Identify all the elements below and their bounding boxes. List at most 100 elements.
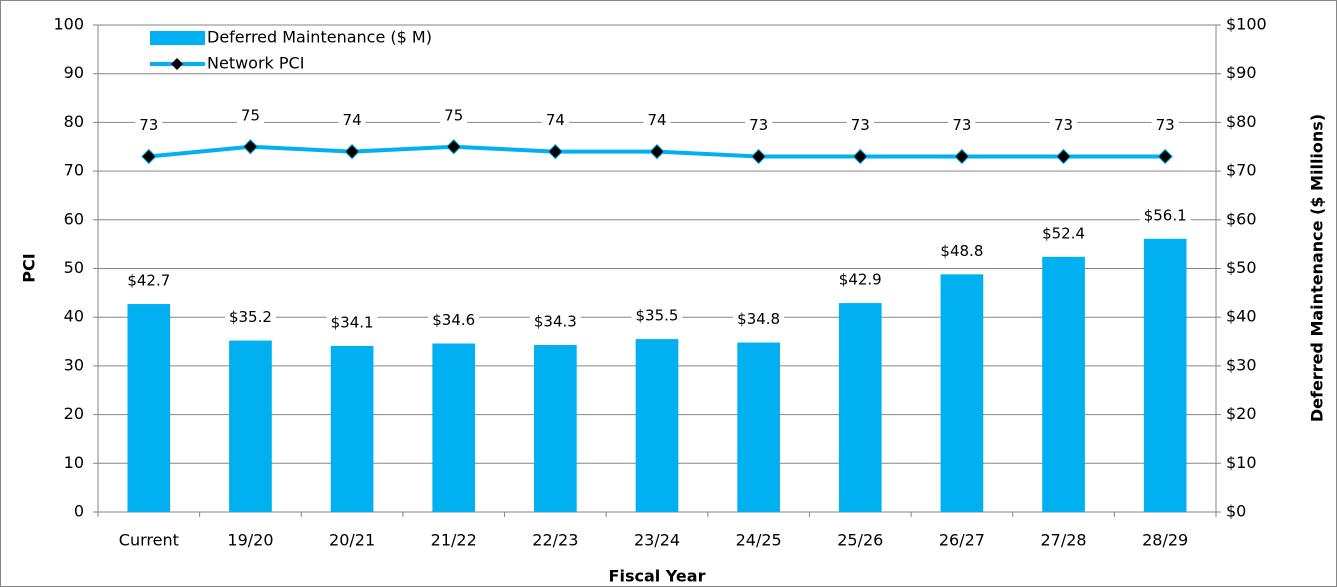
- y2-tick-label: $50: [1226, 258, 1257, 277]
- data-label-bg: [338, 110, 366, 131]
- data-label: 74: [343, 111, 362, 129]
- marker: [750, 148, 767, 165]
- marker: [446, 139, 462, 155]
- y-tick-label: 70: [64, 161, 84, 180]
- data-label: 73: [851, 116, 870, 134]
- data-label: $48.8: [940, 242, 983, 260]
- x-tick-label: 28/29: [1142, 531, 1188, 550]
- data-label: $52.4: [1042, 224, 1085, 242]
- legend-label: Deferred Maintenance ($ M): [207, 28, 432, 47]
- x-axis-title: Fiscal Year: [609, 567, 706, 586]
- data-label-bg: [1139, 205, 1191, 226]
- y-tick-label: 40: [64, 307, 84, 326]
- data-label: $34.8: [737, 310, 780, 328]
- data-label-bg: [834, 269, 886, 290]
- data-label: $56.1: [1144, 206, 1187, 224]
- y2-tick-label: $100: [1226, 15, 1267, 34]
- data-label-bg: [745, 114, 773, 135]
- bar: [838, 303, 882, 512]
- data-label: 73: [139, 116, 158, 134]
- data-label-bg: [846, 114, 874, 135]
- y2-tick-label: $0: [1226, 502, 1246, 521]
- y-tick-label: 50: [64, 258, 84, 277]
- data-label-bg: [936, 240, 988, 261]
- legend-swatch: [150, 31, 205, 45]
- y-tick-label: 0: [74, 502, 84, 521]
- data-label-bg: [135, 114, 163, 135]
- y2-tick-label: $40: [1226, 307, 1257, 326]
- x-tick-label: 24/25: [736, 531, 782, 550]
- marker: [852, 148, 868, 165]
- marker: [649, 143, 665, 160]
- bar: [940, 274, 984, 512]
- data-label: 73: [1156, 116, 1175, 134]
- bar: [534, 344, 577, 512]
- data-label: 75: [444, 106, 463, 124]
- data-label-bg: [733, 309, 785, 330]
- y-axis-title: PCI: [20, 253, 39, 282]
- data-label: 75: [241, 106, 260, 124]
- data-label-bg: [1038, 223, 1090, 244]
- marker: [141, 148, 157, 165]
- data-label-bg: [326, 312, 378, 333]
- y2-tick-label: $20: [1226, 404, 1257, 423]
- x-tick-label: 27/28: [1040, 531, 1086, 550]
- y-tick-label: 100: [53, 15, 84, 34]
- marker: [242, 139, 259, 155]
- x-tick-label: 20/21: [329, 531, 375, 550]
- bar: [1143, 238, 1187, 512]
- bar: [737, 342, 780, 512]
- y2-axis-title: Deferred Maintenance ($ Millions): [1308, 114, 1327, 422]
- marker: [344, 143, 360, 160]
- data-label: 74: [546, 111, 565, 129]
- data-label: $35.5: [636, 307, 679, 325]
- data-label-bg: [1151, 114, 1179, 135]
- data-label-bg: [541, 110, 569, 131]
- y2-tick-label: $60: [1226, 209, 1257, 228]
- data-label: $34.3: [534, 312, 577, 330]
- y-tick-label: 80: [64, 112, 84, 131]
- y-tick-label: 90: [64, 63, 84, 82]
- data-label-bg: [643, 110, 671, 131]
- y2-tick-label: $80: [1226, 112, 1257, 131]
- data-label: $34.1: [331, 313, 374, 331]
- y2-tick-label: $90: [1226, 63, 1257, 82]
- y-tick-label: 30: [64, 355, 84, 374]
- marker: [547, 143, 564, 160]
- y2-tick-label: $70: [1226, 161, 1257, 180]
- bar: [330, 345, 374, 512]
- y-tick-label: 20: [64, 404, 84, 423]
- x-tick-label: 23/24: [634, 531, 680, 550]
- y2-tick-label: $10: [1226, 453, 1257, 472]
- data-label: 73: [749, 116, 768, 134]
- bar: [1042, 256, 1085, 512]
- bar: [635, 339, 679, 512]
- data-label: $34.6: [432, 311, 475, 329]
- x-tick-label: Current: [119, 531, 179, 550]
- legend-label: Network PCI: [207, 54, 304, 73]
- bar: [432, 343, 476, 512]
- data-label-bg: [1049, 114, 1078, 135]
- data-label-bg: [529, 311, 581, 332]
- data-label-bg: [631, 305, 683, 326]
- marker: [1055, 148, 1072, 165]
- bar: [127, 304, 171, 512]
- data-label-bg: [948, 114, 976, 135]
- legend-marker: [171, 58, 183, 70]
- data-label-bg: [123, 270, 175, 291]
- marker: [1157, 148, 1173, 165]
- y2-tick-label: $30: [1226, 355, 1257, 374]
- data-label-bg: [236, 105, 265, 126]
- x-tick-label: 19/20: [227, 531, 273, 550]
- data-label: $42.9: [839, 271, 882, 289]
- data-label-bg: [224, 307, 276, 328]
- data-label: $35.2: [229, 308, 272, 326]
- x-tick-label: 25/26: [837, 531, 883, 550]
- data-label: 74: [647, 111, 666, 129]
- data-label: 73: [952, 116, 971, 134]
- y-tick-label: 60: [64, 209, 84, 228]
- bar: [229, 340, 272, 512]
- y-tick-label: 10: [64, 453, 84, 472]
- data-label: 73: [1054, 116, 1073, 134]
